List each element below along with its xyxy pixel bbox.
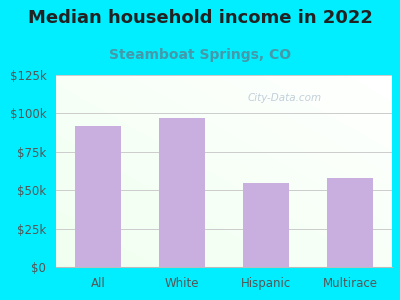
Text: Median household income in 2022: Median household income in 2022 [28, 9, 372, 27]
Bar [327, 178, 373, 267]
Bar [75, 126, 121, 267]
Text: City-Data.com: City-Data.com [248, 93, 322, 103]
Bar [159, 118, 205, 267]
Bar [243, 182, 289, 267]
Text: Steamboat Springs, CO: Steamboat Springs, CO [109, 48, 291, 62]
